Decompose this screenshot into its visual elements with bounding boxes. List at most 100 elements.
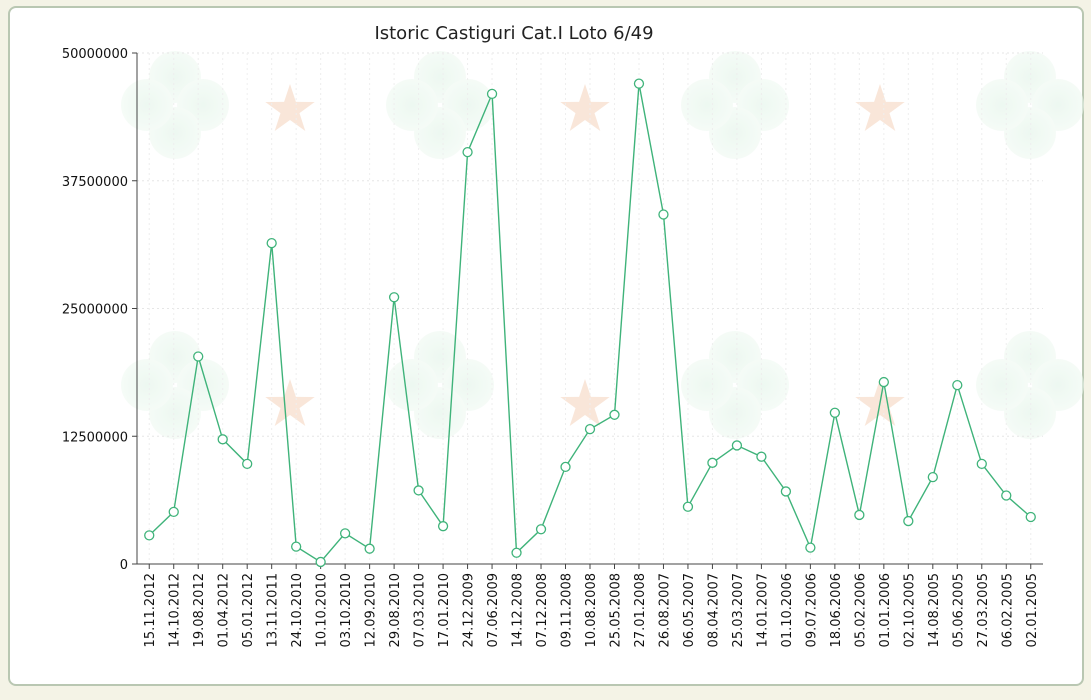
data-points: [144, 78, 1036, 568]
x-tick-label: 24.12.2009: [462, 573, 477, 647]
clover-petal: [976, 79, 1028, 131]
x-tick-label: 09.07.2006: [804, 573, 819, 647]
y-tick-label: 37500000: [62, 175, 128, 190]
clover-petal: [976, 359, 1028, 411]
data-point: [1025, 511, 1036, 523]
starfish-decoration: [855, 84, 905, 131]
starfish-decoration: [560, 379, 610, 426]
data-point: [511, 547, 522, 558]
y-axis-ticks: 0 12500000 25000000 37500000 50000000: [62, 47, 137, 573]
data-point: [952, 379, 963, 391]
x-tick-label: 06.05.2007: [682, 573, 697, 647]
x-tick-label: 05.06.2005: [951, 573, 966, 647]
x-tick-label: 07.06.2009: [486, 573, 501, 647]
x-tick-label: 27.01.2008: [633, 573, 648, 647]
x-tick-label: 18.06.2006: [829, 573, 844, 647]
clover-decoration: [121, 51, 229, 159]
x-tick-label: 06.02.2005: [1000, 573, 1015, 647]
x-tick-label: 25.05.2008: [608, 573, 623, 647]
data-point: [486, 88, 498, 100]
x-tick-label: 08.04.2007: [706, 573, 721, 647]
starfish-decoration: [265, 379, 315, 426]
x-tick-label: 01.10.2006: [780, 573, 795, 647]
clover-decoration: [386, 331, 494, 439]
clover-decoration: [976, 51, 1084, 159]
clover-decoration: [121, 331, 229, 439]
data-point: [976, 458, 987, 469]
data-point: [780, 486, 792, 497]
x-tick-label: 05.01.2012: [241, 573, 256, 647]
data-point: [927, 471, 938, 483]
clover-decoration: [976, 331, 1084, 439]
data-point: [805, 542, 816, 553]
data-point: [878, 376, 889, 388]
clover-petal: [121, 359, 173, 411]
data-point: [535, 524, 547, 535]
data-point: [339, 528, 351, 539]
chart-title: Istoric Castiguri Cat.I Loto 6/49: [374, 23, 653, 44]
y-tick-label: 0: [120, 558, 128, 573]
data-point: [168, 506, 179, 518]
x-tick-label: 07.12.2008: [535, 573, 550, 647]
data-point: [266, 237, 277, 249]
x-tick-label: 29.08.2010: [388, 573, 403, 647]
data-point: [437, 521, 449, 532]
data-point: [364, 543, 375, 554]
x-tick-label: 03.10.2010: [339, 573, 354, 647]
x-tick-label: 14.12.2008: [511, 573, 526, 647]
data-point: [903, 515, 914, 527]
y-tick-label: 12500000: [62, 430, 128, 445]
data-point: [315, 556, 326, 568]
series-polyline: [148, 83, 1032, 563]
x-tick-label: 09.11.2008: [560, 573, 575, 647]
x-tick-label: 27.03.2005: [976, 573, 991, 647]
x-tick-label: 02.10.2005: [902, 573, 917, 647]
data-point: [217, 434, 228, 445]
clover-petal: [681, 359, 733, 411]
data-point: [658, 209, 669, 220]
x-tick-label: 14.01.2007: [755, 573, 770, 647]
data-point: [731, 440, 743, 451]
x-tick-label: 10.08.2008: [584, 573, 599, 647]
x-tick-label: 14.10.2012: [168, 573, 183, 647]
background-pattern: [121, 51, 1084, 439]
clover-decoration: [681, 51, 789, 159]
x-axis-ticks: 15.11.2012 14.10.2012 19.08.2012 01.04.2012…: [143, 564, 1040, 647]
clover-decoration: [681, 331, 789, 439]
x-tick-label: 17.01.2010: [437, 573, 452, 647]
data-point: [633, 78, 645, 89]
x-tick-label: 05.02.2006: [853, 573, 868, 647]
data-point: [584, 423, 596, 435]
x-tick-label: 15.11.2012: [143, 573, 158, 647]
y-tick-label: 25000000: [62, 303, 128, 318]
x-tick-label: 24.10.2010: [290, 573, 305, 647]
data-point: [242, 458, 253, 469]
x-tick-label: 19.08.2012: [192, 573, 207, 647]
clover-petal: [681, 79, 733, 131]
data-point: [462, 146, 473, 158]
x-tick-label: 02.01.2005: [1025, 573, 1040, 647]
x-tick-label: 01.01.2006: [878, 573, 893, 647]
clover-petal: [121, 79, 173, 131]
x-tick-label: 13.11.2011: [266, 573, 281, 647]
x-tick-label: 10.10.2010: [315, 573, 330, 647]
data-point: [854, 509, 865, 521]
clover-petal: [386, 359, 438, 411]
y-tick-label: 50000000: [62, 47, 128, 62]
data-point: [388, 292, 400, 303]
x-tick-label: 07.03.2010: [413, 573, 428, 647]
data-point: [829, 407, 841, 418]
data-point: [609, 409, 620, 420]
data-point: [144, 530, 155, 541]
data-point: [756, 451, 767, 462]
x-tick-label: 25.03.2007: [731, 573, 746, 647]
x-tick-label: 01.04.2012: [217, 573, 232, 647]
data-point: [193, 351, 204, 362]
data-point: [291, 541, 302, 552]
clover-decoration: [386, 51, 494, 159]
data-point: [682, 501, 694, 512]
series-line: [148, 83, 1032, 563]
data-point: [413, 485, 424, 496]
starfish-decoration: [265, 84, 315, 131]
